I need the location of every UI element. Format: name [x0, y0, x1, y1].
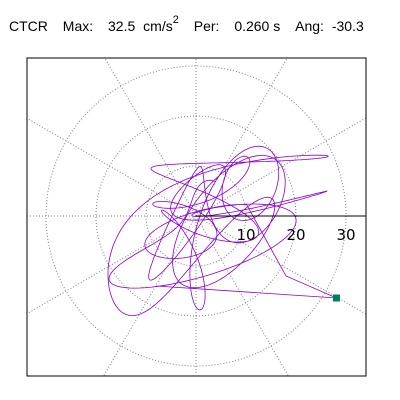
motion-trace — [107, 145, 337, 316]
radial-tick-label-20: 20 — [286, 226, 305, 244]
motion-trace-line — [107, 145, 337, 316]
max-unit-exponent: 2 — [172, 14, 179, 27]
max-unit: cm/s2 — [143, 15, 179, 34]
grid-spoke-150 — [26, 117, 197, 217]
max-unit-base: cm/s — [143, 18, 173, 34]
period-value: 0.260 s — [234, 18, 281, 34]
angle-value: -30.3 — [331, 18, 364, 34]
radial-tick-label-30: 30 — [336, 226, 355, 244]
grid-spoke-210 — [26, 215, 197, 315]
max-label: Max: — [62, 18, 94, 34]
radial-tick-label-10: 10 — [236, 226, 255, 244]
grid-spoke-240 — [103, 215, 197, 377]
period-label: Per: — [193, 18, 220, 34]
peak-marker — [333, 294, 340, 302]
max-value: 32.5 — [108, 18, 136, 34]
grid-spoke-120 — [104, 57, 197, 217]
station-code: CTCR — [9, 18, 48, 34]
angle-label: Ang: — [295, 18, 324, 34]
plot-header: CTCR Max: 32.5 cm/s2 Per: 0.260 s Ang: -… — [9, 15, 364, 34]
grid-spoke-30 — [195, 117, 367, 217]
polar-grid — [26, 57, 367, 377]
